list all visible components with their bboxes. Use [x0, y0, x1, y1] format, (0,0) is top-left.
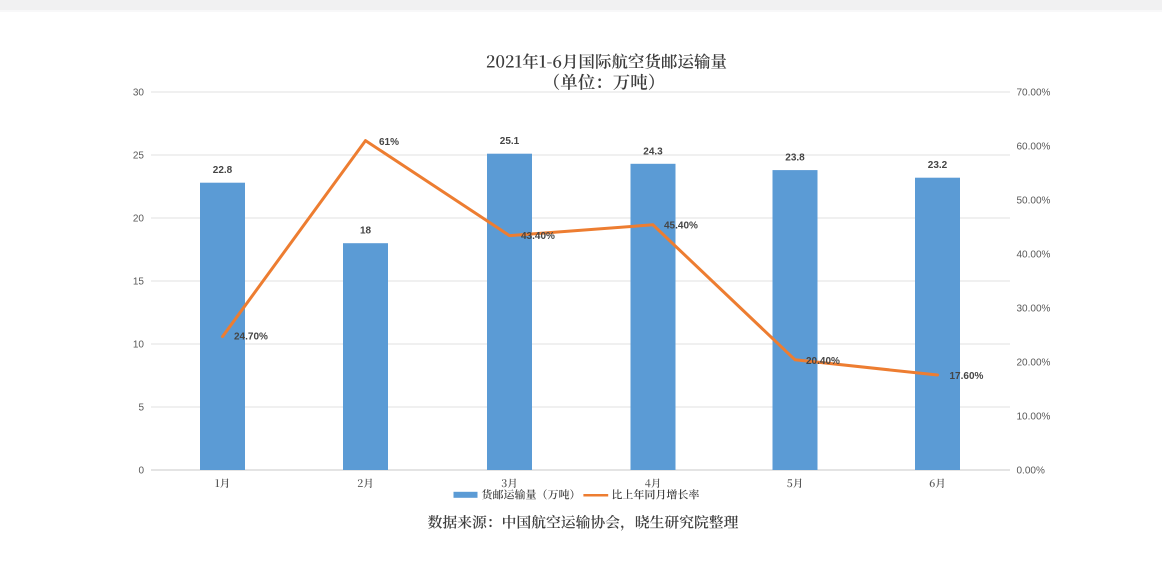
- svg-text:10.00%: 10.00%: [1017, 412, 1051, 423]
- svg-text:10: 10: [133, 340, 145, 351]
- svg-text:25.1: 25.1: [500, 136, 520, 147]
- svg-text:24.70%: 24.70%: [234, 332, 268, 343]
- svg-text:45.40%: 45.40%: [664, 221, 698, 232]
- svg-text:20: 20: [133, 214, 145, 225]
- svg-text:20.40%: 20.40%: [806, 356, 840, 367]
- svg-text:18: 18: [360, 226, 372, 237]
- svg-text:60.00%: 60.00%: [1017, 142, 1051, 153]
- svg-text:30: 30: [133, 88, 145, 99]
- svg-text:61%: 61%: [379, 137, 399, 148]
- svg-text:17.60%: 17.60%: [950, 371, 984, 382]
- svg-text:50.00%: 50.00%: [1017, 196, 1051, 207]
- svg-text:30.00%: 30.00%: [1017, 304, 1051, 315]
- svg-text:22.8: 22.8: [213, 165, 233, 176]
- svg-text:0.00%: 0.00%: [1017, 466, 1045, 477]
- svg-text:70.00%: 70.00%: [1017, 88, 1051, 99]
- svg-text:43.40%: 43.40%: [521, 231, 555, 242]
- svg-text:24.3: 24.3: [643, 146, 663, 157]
- svg-text:5: 5: [138, 403, 144, 414]
- svg-text:15: 15: [133, 277, 145, 288]
- svg-text:40.00%: 40.00%: [1017, 250, 1051, 261]
- svg-text:23.8: 23.8: [785, 153, 805, 164]
- svg-text:20.00%: 20.00%: [1017, 358, 1051, 369]
- svg-text:23.2: 23.2: [928, 160, 948, 171]
- svg-text:0: 0: [138, 466, 144, 477]
- svg-text:25: 25: [133, 151, 145, 162]
